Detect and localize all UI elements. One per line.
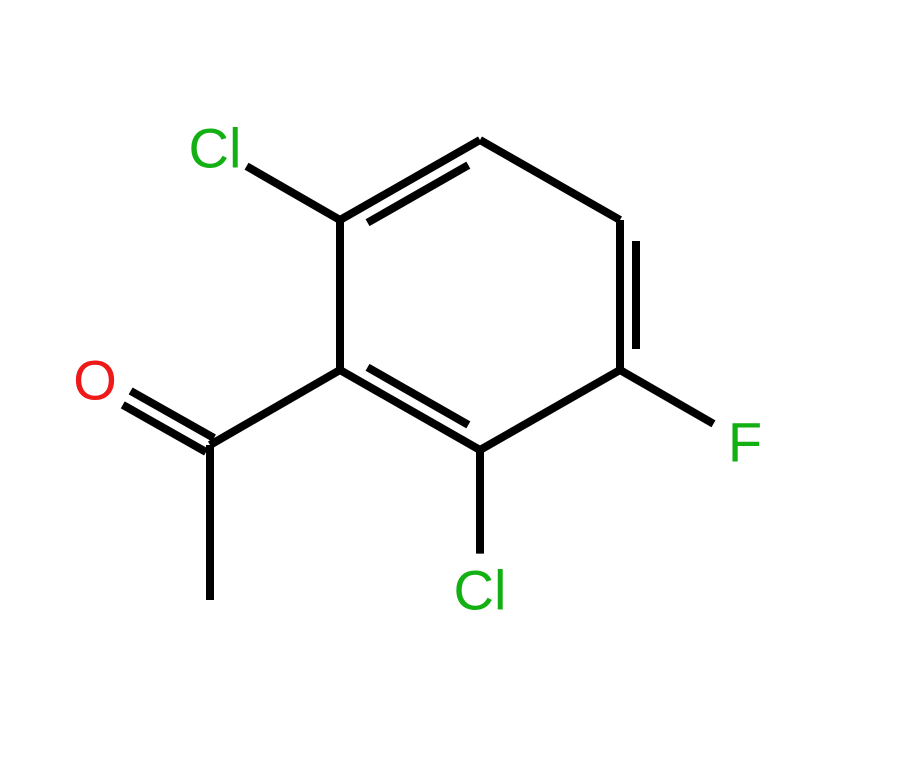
molecule-diagram: O Cl Cl F [0, 0, 897, 777]
bonds-layer [123, 140, 714, 600]
atom-label-f: F [728, 411, 762, 474]
atom-label-cl: Cl [189, 117, 242, 180]
atom-label-o: O [73, 349, 117, 412]
atom-label-cl: Cl [454, 559, 507, 622]
